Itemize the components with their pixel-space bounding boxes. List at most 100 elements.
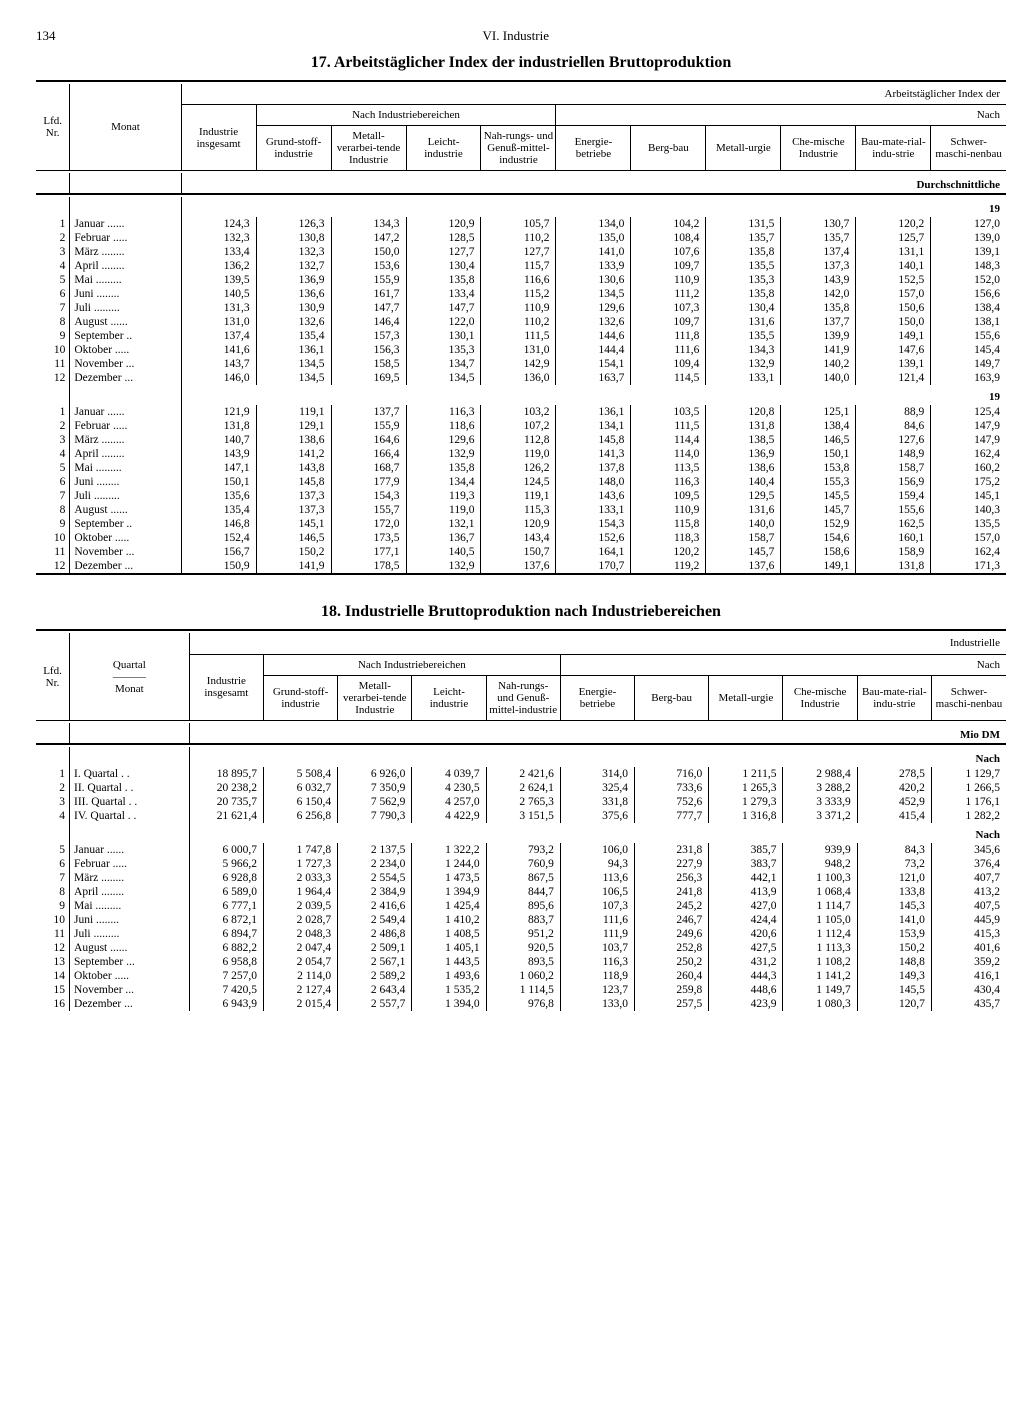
cell: 132,9: [406, 447, 481, 461]
cell: 1 244,0: [412, 857, 486, 871]
cell: 145,7: [781, 503, 856, 517]
cell: 1 176,1: [931, 795, 1006, 809]
cell: 109,7: [631, 259, 706, 273]
cell: 6 958,8: [189, 955, 263, 969]
table18: Lfd. Nr. Quartal ——— Monat Industrielle …: [36, 629, 1006, 1010]
cell: 145,5: [781, 489, 856, 503]
table-row: 6Juni ........140,5136,6161,7133,4115,21…: [36, 287, 1006, 301]
row-nr: 2: [36, 231, 70, 245]
col-c2: Grund-stoff-industrie: [256, 126, 331, 171]
cell: 145,8: [556, 433, 631, 447]
cell: 427,0: [709, 899, 783, 913]
row-nr: 13: [36, 955, 70, 969]
cell: 137,3: [256, 489, 331, 503]
cell: 137,8: [556, 461, 631, 475]
cell: 1 068,4: [783, 885, 857, 899]
cell: 177,9: [331, 475, 406, 489]
cell: 1 266,5: [931, 781, 1006, 795]
cell: 134,0: [556, 217, 631, 231]
cell: 6 589,0: [189, 885, 263, 899]
row-label: Februar .....: [70, 419, 181, 433]
group-nach: Nach: [556, 105, 1006, 126]
table-row: 4IV. Quartal . .21 621,46 256,87 790,34 …: [36, 809, 1006, 823]
cell: 132,6: [256, 315, 331, 329]
cell: 2 384,9: [338, 885, 412, 899]
cell: 133,4: [406, 287, 481, 301]
cell: 147,7: [331, 301, 406, 315]
cell: 147,6: [856, 343, 931, 357]
cell: 2 114,0: [263, 969, 337, 983]
cell: 127,7: [406, 245, 481, 259]
cell: 153,9: [857, 927, 931, 941]
cell: 939,9: [783, 843, 857, 857]
cell: 345,6: [931, 843, 1006, 857]
row-nr: 11: [36, 357, 70, 371]
cell: 2 643,4: [338, 983, 412, 997]
cell: 130,4: [406, 259, 481, 273]
cell: 4 257,0: [412, 795, 486, 809]
cell: 948,2: [783, 857, 857, 871]
row-label: April ........: [70, 447, 181, 461]
cell: 115,7: [481, 259, 556, 273]
cell: 135,4: [256, 329, 331, 343]
cell: 155,6: [856, 503, 931, 517]
cell: 134,1: [556, 419, 631, 433]
cell: 883,7: [486, 913, 560, 927]
cell: 134,4: [406, 475, 481, 489]
table-row: 3März ........133,4132,3150,0127,7127,71…: [36, 245, 1006, 259]
cell: 1 265,3: [709, 781, 783, 795]
cell: 149,7: [931, 357, 1006, 371]
cell: 142,0: [781, 287, 856, 301]
cell: 1 394,9: [412, 885, 486, 899]
cell: 133,1: [556, 503, 631, 517]
cell: 1 410,2: [412, 913, 486, 927]
cell: 153,6: [331, 259, 406, 273]
cell: 133,0: [560, 997, 634, 1011]
cell: 115,2: [481, 287, 556, 301]
cell: 4 039,7: [412, 767, 486, 781]
row-label: Dezember ...: [70, 559, 181, 574]
cell: 376,4: [931, 857, 1006, 871]
cell: 110,9: [631, 503, 706, 517]
table-row: 3III. Quartal . .20 735,76 150,47 562,94…: [36, 795, 1006, 809]
cell: 135,4: [181, 503, 256, 517]
cell: 2 554,5: [338, 871, 412, 885]
cell: 130,6: [556, 273, 631, 287]
cell: 84,6: [856, 419, 931, 433]
row-nr: 10: [36, 343, 70, 357]
cell: 895,6: [486, 899, 560, 913]
cell: 107,3: [631, 301, 706, 315]
cell: 148,0: [556, 475, 631, 489]
cell: 245,2: [635, 899, 709, 913]
cell: 120,9: [481, 517, 556, 531]
cell: 166,4: [331, 447, 406, 461]
cell: 241,8: [635, 885, 709, 899]
row-label: August ......: [70, 941, 190, 955]
cell: 155,7: [331, 503, 406, 517]
cell: 158,6: [781, 545, 856, 559]
cell: 147,2: [331, 231, 406, 245]
cell: 430,4: [931, 983, 1006, 997]
cell: 2 048,3: [263, 927, 337, 941]
cell: 314,0: [560, 767, 634, 781]
row-label: Januar ......: [70, 843, 190, 857]
cell: 127,6: [856, 433, 931, 447]
cell: 1 322,2: [412, 843, 486, 857]
cell: 134,5: [256, 357, 331, 371]
cell: 143,9: [781, 273, 856, 287]
cell: 109,4: [631, 357, 706, 371]
cell: 6 926,0: [338, 767, 412, 781]
cell: 1 727,3: [263, 857, 337, 871]
cell: 155,9: [331, 419, 406, 433]
avg-label: Durchschnittliche: [181, 173, 1006, 194]
cell: 138,5: [706, 433, 781, 447]
cell: 141,3: [556, 447, 631, 461]
cell: 147,9: [931, 419, 1006, 433]
row-label: September ..: [70, 517, 181, 531]
cell: 146,4: [331, 315, 406, 329]
cell: 448,6: [709, 983, 783, 997]
table-row: 5Januar ......6 000,71 747,82 137,51 322…: [36, 843, 1006, 857]
row-nr: 9: [36, 517, 70, 531]
cell: 140,7: [181, 433, 256, 447]
row-label: November ...: [70, 357, 181, 371]
